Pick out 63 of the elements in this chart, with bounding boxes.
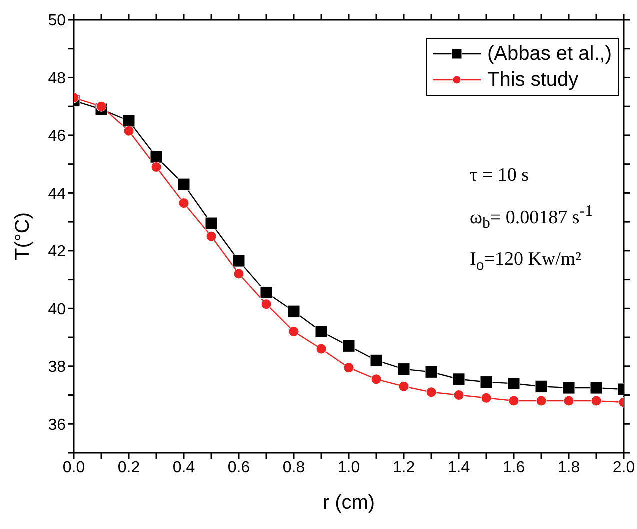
point (205, 217, 218, 230)
point (288, 326, 300, 338)
point (425, 366, 438, 378)
point (232, 254, 246, 268)
point (564, 396, 574, 406)
y-tick-label: 40 (48, 301, 66, 318)
x-tick-label: 0.4 (172, 459, 196, 476)
point (562, 382, 576, 394)
x-axis-title: r (cm) (322, 492, 376, 514)
y-tick-label: 48 (48, 70, 66, 88)
y-tick-label: 50 (48, 12, 66, 30)
x-tick-label: 2.0 (612, 459, 636, 476)
point (178, 178, 190, 191)
point (206, 231, 217, 242)
point (535, 380, 548, 393)
legend-label: (Abbas et al.,) (487, 42, 612, 67)
point (481, 392, 492, 404)
point (316, 344, 327, 354)
point (234, 268, 244, 280)
point (371, 374, 382, 385)
x-tick-label: 1.4 (448, 459, 470, 476)
point (508, 377, 520, 390)
x-tick-label: 0.8 (282, 459, 306, 476)
x-tick-label: 1.2 (392, 459, 416, 476)
point (342, 340, 356, 352)
point (344, 362, 354, 374)
point (178, 198, 190, 209)
point (260, 286, 273, 300)
x-tick-label: 0.2 (118, 459, 140, 476)
point (124, 126, 134, 136)
point (398, 363, 410, 376)
point (288, 305, 300, 318)
y-tick-label: 36 (48, 416, 66, 434)
point (96, 101, 107, 112)
point (536, 396, 547, 406)
point (261, 299, 272, 310)
point (454, 390, 464, 401)
annotation: ω$_{b}$= 0.00187 s$^{-1}$ (470, 202, 593, 234)
point (591, 396, 602, 406)
x-tick-label: 0.0 (62, 459, 86, 476)
point (508, 396, 520, 406)
x-tick-label: 0.6 (228, 459, 250, 476)
point (151, 162, 162, 172)
point (480, 376, 493, 389)
annotation: τ = 10 s (470, 164, 530, 188)
annotation: I$_{o}$=120 Kw/m² (470, 248, 582, 276)
y-tick-label: 46 (48, 128, 66, 146)
point (150, 150, 163, 164)
point (590, 382, 603, 394)
point (452, 373, 466, 386)
y-axis-title: T(°C) (12, 212, 34, 260)
x-tick-label: 1.6 (502, 459, 526, 476)
point (426, 387, 437, 398)
point (315, 326, 328, 338)
point (370, 354, 383, 367)
y-tick-label: 38 (48, 359, 66, 376)
point (122, 114, 136, 128)
legend-label: This study (487, 68, 579, 93)
point (398, 381, 410, 392)
y-tick-label: 42 (48, 244, 66, 261)
x-tick-label: 1.0 (338, 459, 360, 476)
x-tick-label: 1.8 (558, 459, 580, 476)
y-tick-label: 44 (48, 186, 66, 203)
